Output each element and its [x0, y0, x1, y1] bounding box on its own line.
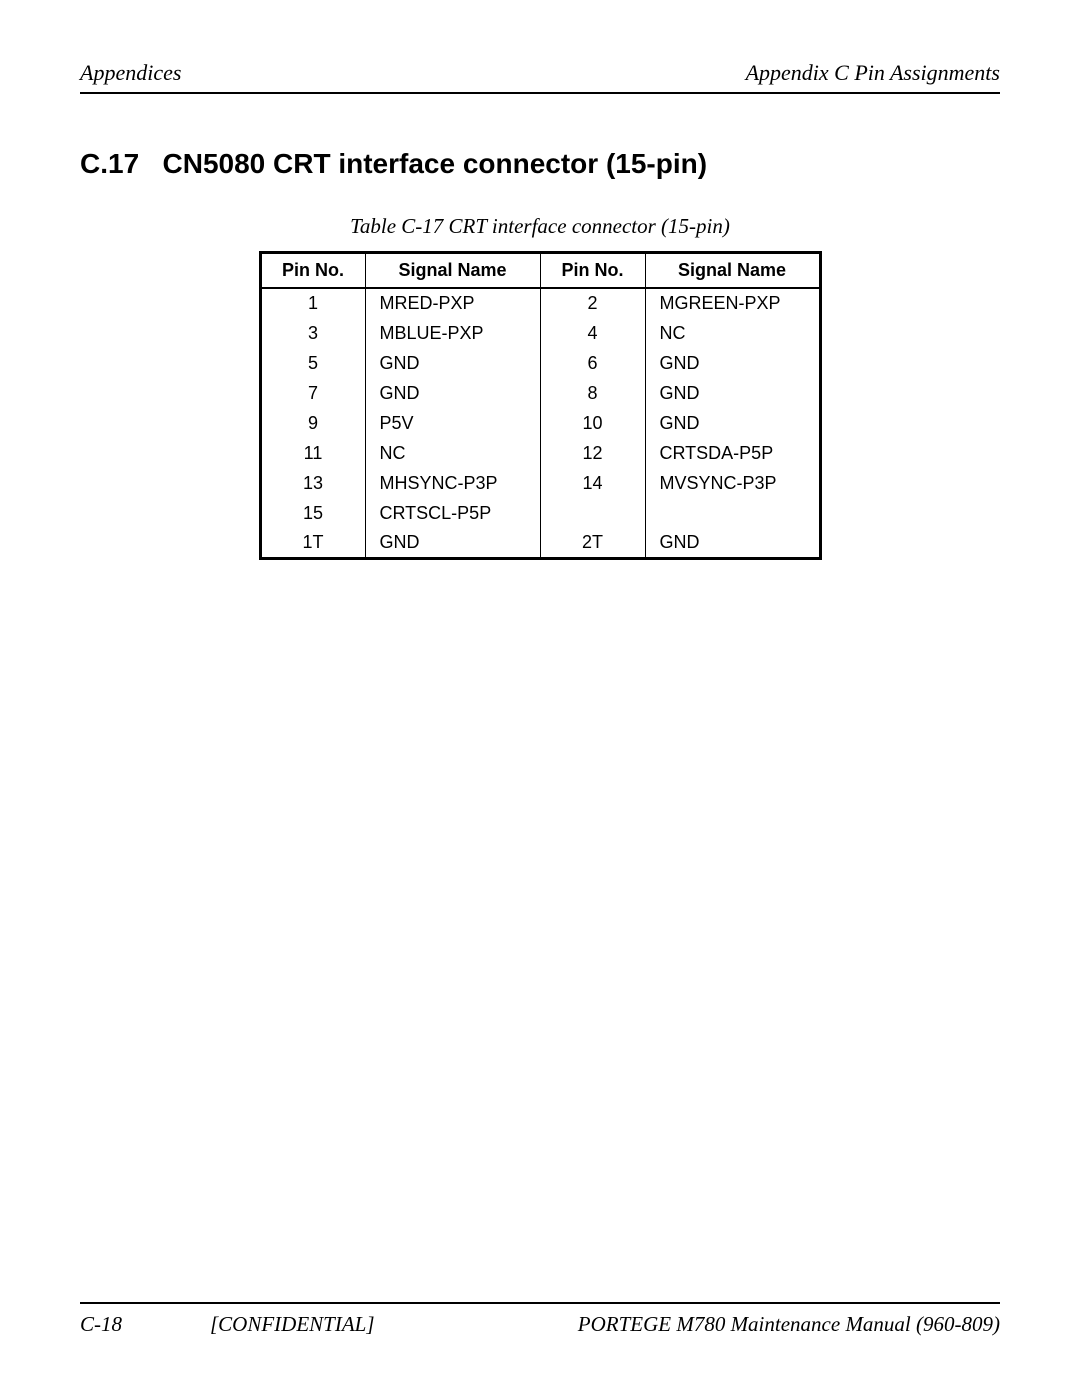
pin-cell: 5 [260, 348, 365, 378]
table-row: 7GND8GND [260, 378, 820, 408]
col-header-signal-2: Signal Name [645, 253, 820, 289]
signal-cell: NC [645, 318, 820, 348]
col-header-pin-2: Pin No. [540, 253, 645, 289]
pin-cell: 14 [540, 468, 645, 498]
table-row: 11NC12CRTSDA-P5P [260, 438, 820, 468]
pin-cell: 4 [540, 318, 645, 348]
signal-cell: CRTSDA-P5P [645, 438, 820, 468]
header-right: Appendix C Pin Assignments [746, 60, 1000, 86]
col-header-signal-1: Signal Name [365, 253, 540, 289]
signal-cell: CRTSCL-P5P [365, 498, 540, 528]
pin-cell: 1 [260, 288, 365, 318]
section-title-text: CN5080 CRT interface connector (15-pin) [163, 148, 708, 179]
signal-cell: GND [365, 348, 540, 378]
page-footer: C-18 [CONFIDENTIAL] PORTEGE M780 Mainten… [80, 1302, 1000, 1337]
col-header-pin-1: Pin No. [260, 253, 365, 289]
signal-cell [645, 498, 820, 528]
pin-cell: 8 [540, 378, 645, 408]
footer-page-number: C-18 [80, 1312, 210, 1337]
signal-cell: GND [645, 408, 820, 438]
signal-cell: P5V [365, 408, 540, 438]
pin-cell: 1T [260, 528, 365, 559]
pin-cell: 12 [540, 438, 645, 468]
table-row: 13MHSYNC-P3P14MVSYNC-P3P [260, 468, 820, 498]
table-body: 1MRED-PXP2MGREEN-PXP3MBLUE-PXP4NC5GND6GN… [260, 288, 820, 559]
table-row: 3MBLUE-PXP4NC [260, 318, 820, 348]
signal-cell: MRED-PXP [365, 288, 540, 318]
footer-confidential: [CONFIDENTIAL] [210, 1312, 375, 1337]
pin-cell: 2T [540, 528, 645, 559]
signal-cell: GND [645, 528, 820, 559]
table-row: 9P5V10GND [260, 408, 820, 438]
pin-cell [540, 498, 645, 528]
signal-cell: MBLUE-PXP [365, 318, 540, 348]
signal-cell: MGREEN-PXP [645, 288, 820, 318]
footer-manual-title: PORTEGE M780 Maintenance Manual (960-809… [578, 1312, 1000, 1337]
page-header: Appendices Appendix C Pin Assignments [80, 60, 1000, 94]
pin-cell: 2 [540, 288, 645, 318]
signal-cell: GND [365, 378, 540, 408]
table-header-row: Pin No. Signal Name Pin No. Signal Name [260, 253, 820, 289]
table-row: 5GND6GND [260, 348, 820, 378]
signal-cell: NC [365, 438, 540, 468]
pin-cell: 7 [260, 378, 365, 408]
signal-cell: MVSYNC-P3P [645, 468, 820, 498]
header-left: Appendices [80, 60, 181, 86]
pin-cell: 15 [260, 498, 365, 528]
signal-cell: GND [645, 348, 820, 378]
pin-cell: 3 [260, 318, 365, 348]
table-row: 1TGND2TGND [260, 528, 820, 559]
table-row: 1MRED-PXP2MGREEN-PXP [260, 288, 820, 318]
section-heading: C.17 CN5080 CRT interface connector (15-… [80, 148, 1000, 180]
pin-assignment-table: Pin No. Signal Name Pin No. Signal Name … [259, 251, 822, 560]
pin-cell: 6 [540, 348, 645, 378]
pin-cell: 9 [260, 408, 365, 438]
pin-cell: 13 [260, 468, 365, 498]
signal-cell: GND [645, 378, 820, 408]
signal-cell: MHSYNC-P3P [365, 468, 540, 498]
table-caption: Table C-17 CRT interface connector (15-p… [80, 214, 1000, 239]
section-number: C.17 [80, 148, 139, 179]
table-row: 15CRTSCL-P5P [260, 498, 820, 528]
pin-cell: 11 [260, 438, 365, 468]
signal-cell: GND [365, 528, 540, 559]
pin-cell: 10 [540, 408, 645, 438]
